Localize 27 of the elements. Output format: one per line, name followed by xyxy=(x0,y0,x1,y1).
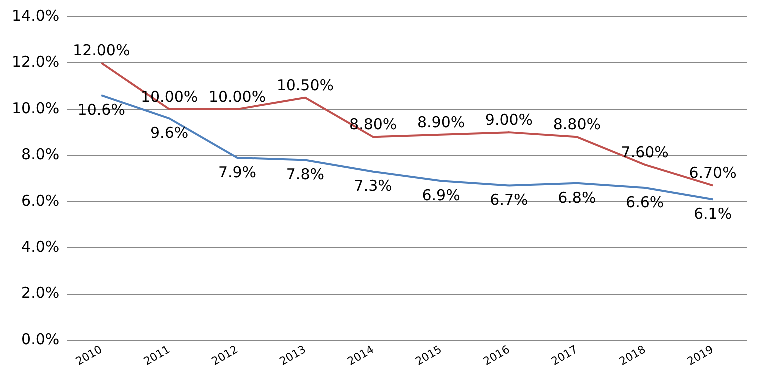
data-label: 8.90% xyxy=(417,113,466,132)
data-label: 7.3% xyxy=(354,177,392,196)
data-label: 6.7% xyxy=(490,191,528,210)
data-label: 7.8% xyxy=(286,166,324,184)
y-tick-label: 4.0% xyxy=(22,238,60,256)
data-label: 6.1% xyxy=(694,204,732,223)
data-label: 7.9% xyxy=(218,163,257,182)
y-tick-label: 10.0% xyxy=(12,99,60,118)
data-label: 6.8% xyxy=(558,188,596,207)
data-label: 6.9% xyxy=(422,186,460,204)
y-tick-label: 8.0% xyxy=(22,146,60,164)
data-label: 10.6% xyxy=(78,100,126,119)
data-label: 9.6% xyxy=(150,124,189,142)
y-tick-label: 0.0% xyxy=(22,330,60,348)
y-tick-label: 12.0% xyxy=(12,53,60,72)
y-tick-label: 14.0% xyxy=(12,6,60,25)
y-tick-label: 6.0% xyxy=(22,192,60,210)
data-label: 10.00% xyxy=(208,88,266,106)
data-label: 7.60% xyxy=(621,143,669,162)
data-label: 10.50% xyxy=(276,76,334,94)
data-label: 8.80% xyxy=(553,116,601,134)
data-label: 9.00% xyxy=(485,110,534,129)
data-label: 6.6% xyxy=(626,193,664,212)
data-label: 8.80% xyxy=(350,116,398,134)
data-label: 12.00% xyxy=(73,42,130,60)
data-label: 6.70% xyxy=(689,164,737,182)
y-tick-label: 2.0% xyxy=(22,284,60,302)
